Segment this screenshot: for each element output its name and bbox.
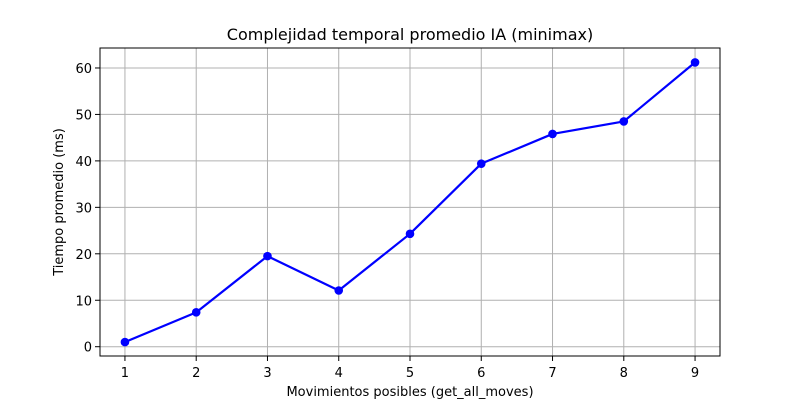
data-point	[548, 129, 557, 139]
x-tick-label: 1	[121, 366, 129, 381]
x-tick-label: 8	[620, 366, 628, 381]
data-point	[263, 251, 272, 261]
x-tick-label: 3	[263, 366, 271, 381]
data-point	[476, 159, 486, 168]
data-point	[690, 58, 700, 67]
data-point	[619, 117, 629, 126]
chart-title: Complejidad temporal promedio IA (minima…	[227, 25, 593, 44]
x-tick-label: 5	[406, 366, 414, 381]
x-tick-label: 9	[691, 366, 699, 381]
y-tick-label: 10	[75, 294, 92, 309]
x-tick-label: 2	[192, 366, 200, 381]
y-tick-label: 0	[84, 341, 92, 356]
y-tick-label: 50	[75, 108, 92, 123]
y-axis-label: Tiempo promedio (ms)	[52, 128, 67, 277]
series	[120, 58, 700, 347]
x-tick-label: 6	[477, 366, 485, 381]
axis-ticks: 1 2 3 4 5 6 7 8 9 0 10 20 30 40 50 60	[75, 62, 699, 381]
y-tick-label: 20	[75, 248, 92, 263]
x-tick-label: 4	[335, 366, 343, 381]
y-tick-label: 30	[75, 201, 92, 216]
data-point	[191, 308, 201, 317]
data-point	[334, 286, 344, 295]
y-tick-label: 40	[75, 155, 92, 170]
x-tick-label: 7	[548, 366, 556, 381]
data-point	[405, 229, 415, 239]
grid	[100, 48, 720, 356]
x-axis-label: Movimientos posibles (get_all_moves)	[286, 385, 533, 400]
data-point	[120, 337, 130, 347]
y-tick-label: 60	[75, 62, 92, 77]
